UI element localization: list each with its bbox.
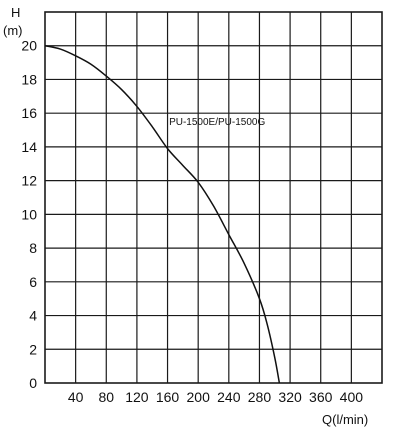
x-tick-label: 320 [278, 389, 302, 405]
y-tick-label: 18 [21, 71, 37, 87]
series-label: PU-1500E/PU-1500G [169, 117, 265, 128]
axes [44, 11, 383, 384]
x-tick-label: 40 [68, 389, 84, 405]
series-layer [44, 44, 281, 384]
x-axis-label: Q(l/min) [322, 412, 368, 427]
x-tick-label: 280 [248, 389, 272, 405]
grid [45, 12, 382, 383]
x-tick-label: 240 [217, 389, 241, 405]
x-tick-label: 80 [98, 389, 114, 405]
plot-frame [44, 11, 383, 384]
x-tick-label: 120 [125, 389, 149, 405]
x-tick-label: 400 [340, 389, 364, 405]
y-axis-label: H [11, 5, 20, 20]
series-curve [44, 44, 281, 384]
x-tick-label: 200 [187, 389, 211, 405]
x-tick-label: 160 [156, 389, 180, 405]
y-tick-label: 12 [21, 173, 37, 189]
y-tick-label: 0 [29, 375, 37, 391]
y-tick-label: 8 [29, 240, 37, 256]
y-tick-label: 6 [29, 274, 37, 290]
labels: H (m) Q(l/min) 40 80 120 160 200 240 280 320 360… [3, 5, 368, 427]
y-tick-label: 14 [21, 139, 37, 155]
y-tick-label: 16 [21, 105, 37, 121]
y-tick-label: 4 [29, 308, 37, 324]
y-tick-label: 2 [29, 341, 37, 357]
y-axis-unit: (m) [3, 23, 23, 38]
y-tick-label: 10 [21, 206, 37, 222]
x-tick-label: 360 [309, 389, 333, 405]
y-tick-label: 20 [21, 38, 37, 54]
